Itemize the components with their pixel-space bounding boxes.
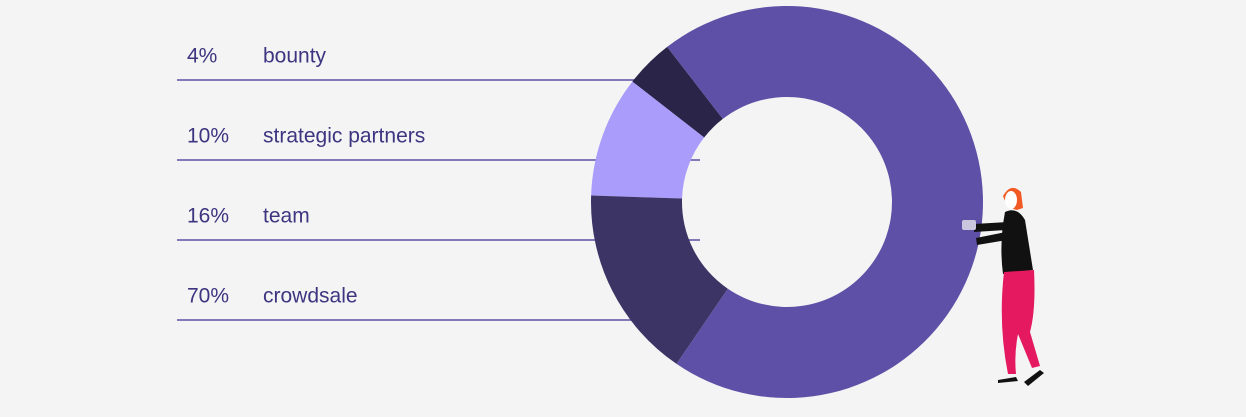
value-label: 10%: [187, 125, 229, 148]
legend-label: team: [263, 205, 310, 228]
donut-segment: [632, 46, 723, 138]
value-label: 70%: [187, 285, 229, 308]
person-illustration: [962, 187, 1044, 386]
donut-segment: [667, 5, 984, 398]
legend-label: crowdsale: [263, 285, 358, 308]
value-label: 16%: [187, 205, 229, 228]
donut-segment: [591, 195, 728, 364]
legend-label: bounty: [263, 45, 327, 68]
value-label: 4%: [187, 45, 217, 68]
legend-label: strategic partners: [263, 125, 425, 148]
donut-segment: [591, 81, 705, 199]
donut: [591, 5, 984, 398]
